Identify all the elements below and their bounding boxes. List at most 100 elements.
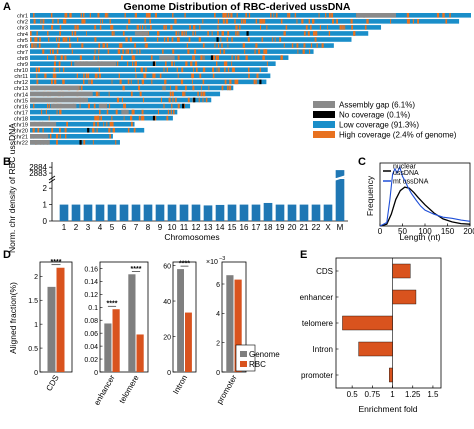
y-tick-label: enhancer [300, 293, 334, 302]
high-coverage-mark [166, 67, 168, 73]
high-coverage-mark [270, 13, 272, 18]
bar-rbc-Intron [185, 312, 192, 372]
assembly-gap-mark [356, 13, 397, 18]
high-coverage-mark [87, 103, 90, 109]
high-coverage-mark [319, 25, 321, 30]
high-coverage-mark [83, 79, 85, 85]
x-tick-label: 17 [252, 223, 261, 232]
high-coverage-mark [200, 55, 203, 60]
high-coverage-mark [112, 127, 115, 133]
chromosome-label: chr12 [14, 80, 28, 86]
chromosome-label: chr13 [14, 86, 28, 92]
high-coverage-mark [244, 49, 246, 54]
high-coverage-mark [33, 103, 35, 109]
chart-d-multiplier: ×10 [206, 259, 218, 266]
high-coverage-mark [131, 109, 134, 115]
high-coverage-mark [70, 61, 72, 66]
bar-chr-22 [311, 204, 321, 221]
high-coverage-mark [235, 25, 238, 30]
high-coverage-mark [52, 19, 54, 24]
high-coverage-mark [244, 19, 246, 24]
chromosome-label: chr19 [14, 123, 28, 129]
high-coverage-mark [186, 43, 188, 48]
high-coverage-mark [263, 49, 266, 54]
high-coverage-mark [65, 134, 67, 139]
high-coverage-mark [118, 43, 122, 48]
high-coverage-mark [188, 37, 191, 42]
high-coverage-mark [273, 13, 275, 18]
high-coverage-mark [222, 13, 225, 18]
plot-frame [172, 261, 197, 373]
high-coverage-mark [63, 19, 66, 24]
high-coverage-mark [182, 91, 185, 97]
bar-chr-12 [191, 204, 201, 221]
high-coverage-mark [108, 91, 110, 97]
high-coverage-mark [48, 37, 50, 42]
assembly-gap-mark [50, 103, 77, 109]
y-tick-label: 0.04 [84, 344, 98, 351]
high-coverage-mark [38, 43, 41, 48]
high-coverage-mark [212, 73, 215, 79]
y-tick-label: 0.14 [84, 279, 98, 286]
high-coverage-mark [134, 13, 137, 18]
legend-label-mt: mt ussDNA [393, 179, 429, 186]
high-coverage-mark [221, 43, 223, 48]
high-coverage-mark [217, 31, 219, 36]
panel-a: A Genome Distribution of RBC-derived uss… [3, 1, 471, 147]
no-coverage-mark [193, 97, 196, 103]
high-coverage-mark [159, 73, 162, 79]
bar-genome-enhancer [104, 323, 112, 372]
high-coverage-mark [59, 134, 61, 139]
high-coverage-mark [194, 49, 197, 54]
high-coverage-mark [142, 25, 144, 30]
high-coverage-mark [262, 19, 266, 24]
high-coverage-mark [100, 115, 102, 121]
high-coverage-mark [49, 49, 51, 54]
high-coverage-mark [196, 67, 198, 73]
high-coverage-mark [79, 103, 81, 109]
high-coverage-mark [69, 43, 71, 48]
high-coverage-mark [48, 103, 50, 109]
high-coverage-mark [36, 73, 38, 79]
high-coverage-mark [64, 19, 66, 24]
high-coverage-mark [202, 67, 206, 73]
chromosome-bar [30, 109, 178, 115]
high-coverage-mark [74, 31, 77, 36]
high-coverage-mark [144, 43, 146, 48]
bar-rbc-telomere [136, 334, 144, 372]
high-coverage-mark [130, 115, 133, 121]
high-coverage-mark [253, 79, 256, 85]
high-coverage-mark [90, 79, 93, 85]
high-coverage-mark [130, 79, 132, 85]
high-coverage-mark [294, 13, 297, 18]
high-coverage-mark [32, 127, 35, 133]
bar-rbc-promoter [234, 279, 242, 372]
high-coverage-mark [255, 19, 258, 24]
assembly-gap-mark [30, 97, 89, 103]
high-coverage-mark [69, 13, 72, 18]
high-coverage-mark [98, 43, 101, 48]
assembly-gap-mark [134, 31, 149, 36]
high-coverage-mark [122, 85, 125, 91]
high-coverage-mark [31, 43, 34, 48]
high-coverage-mark [58, 43, 60, 48]
bar-genome-promoter [226, 275, 234, 372]
high-coverage-mark [192, 31, 194, 36]
high-coverage-mark [248, 67, 250, 73]
high-coverage-mark [54, 79, 57, 85]
high-coverage-mark [235, 31, 237, 36]
high-coverage-mark [245, 55, 248, 60]
high-coverage-mark [227, 43, 229, 48]
high-coverage-mark [30, 31, 32, 36]
panel-e-letter: E [300, 249, 307, 261]
panel-b-letter: B [3, 156, 11, 168]
bar-chr-2 [71, 204, 81, 221]
bar-chr-15 [227, 204, 237, 221]
high-coverage-mark [97, 115, 100, 121]
series-line-nuclear [379, 186, 471, 227]
high-coverage-mark [193, 55, 196, 60]
y-tick-label: 2 [43, 184, 48, 193]
x-tick-label: 100 [418, 227, 432, 236]
high-coverage-mark [66, 121, 68, 127]
high-coverage-mark [148, 13, 151, 18]
